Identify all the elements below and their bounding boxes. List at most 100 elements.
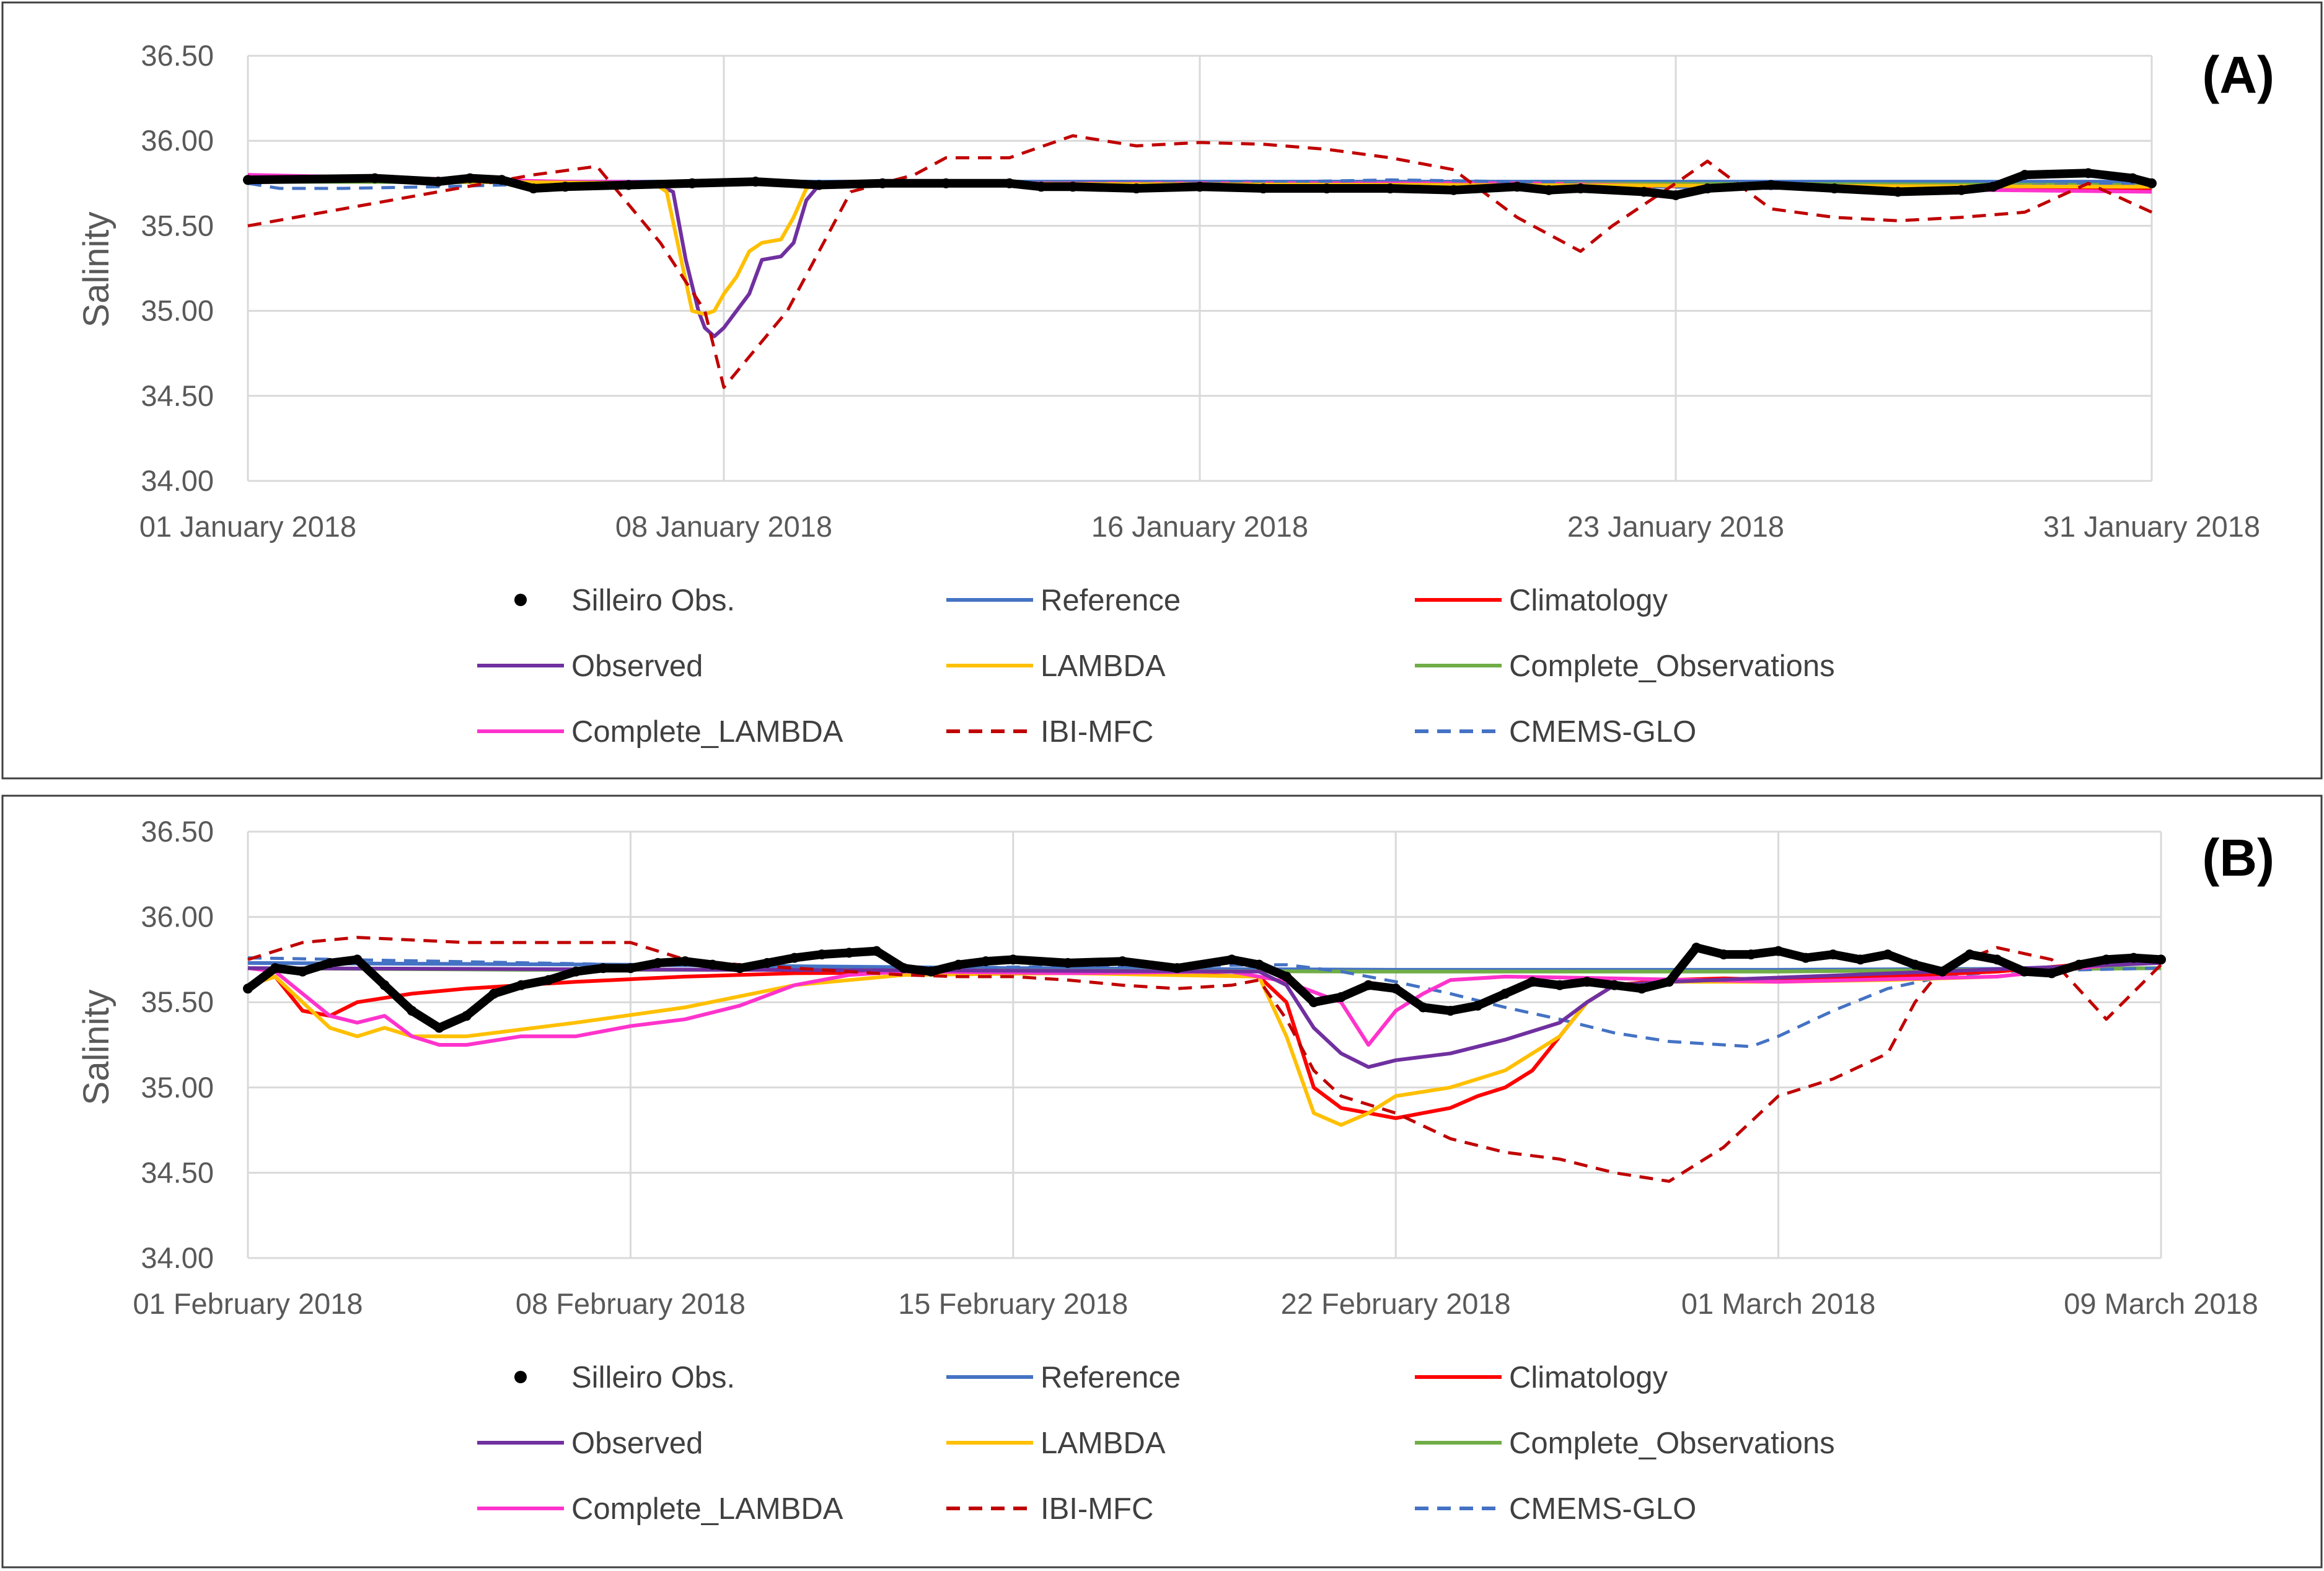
- data-point-silleiro_obs: [817, 949, 827, 960]
- data-point-silleiro_obs: [1063, 957, 1073, 968]
- legend-label-climatology: Climatology: [1509, 1361, 1668, 1394]
- data-point-silleiro_obs: [1639, 187, 1649, 197]
- data-point-silleiro_obs: [1988, 182, 1998, 192]
- data-point-silleiro_obs: [1800, 953, 1811, 963]
- data-point-silleiro_obs: [528, 183, 539, 194]
- data-point-silleiro_obs: [1746, 949, 1756, 960]
- data-point-silleiro_obs: [1448, 185, 1459, 195]
- legend-label-lambda: LAMBDA: [1041, 649, 1166, 683]
- data-point-silleiro_obs: [1500, 988, 1510, 999]
- data-point-silleiro_obs: [2156, 954, 2166, 965]
- data-point-silleiro_obs: [598, 963, 609, 974]
- data-point-silleiro_obs: [297, 966, 308, 977]
- legend-item-observed: Observed: [477, 1427, 703, 1460]
- x-tick-label: 09 March 2018: [2064, 1287, 2258, 1320]
- data-point-silleiro_obs: [2147, 178, 2157, 188]
- data-point-silleiro_obs: [1308, 997, 1319, 1008]
- data-point-silleiro_obs: [2128, 953, 2139, 963]
- legend-label-lambda: LAMBDA: [1041, 1427, 1166, 1460]
- data-point-silleiro_obs: [461, 1011, 472, 1021]
- data-point-silleiro_obs: [1254, 959, 1264, 970]
- data-point-silleiro_obs: [560, 182, 570, 192]
- panel-b-frame: [1, 794, 2323, 1569]
- data-point-silleiro_obs: [1544, 185, 1554, 195]
- y-tick-label: 36.00: [141, 124, 214, 157]
- data-point-silleiro_obs: [1691, 943, 1702, 953]
- data-point-silleiro_obs: [1855, 954, 1865, 965]
- legend-item-complete_observations: Complete_Observations: [1415, 649, 1835, 683]
- x-tick-label: 01 February 2018: [133, 1287, 363, 1320]
- legend-label-reference: Reference: [1041, 1361, 1181, 1394]
- legend-label-cmems_glo: CMEMS-GLO: [1509, 1492, 1696, 1526]
- legend-label-observed: Observed: [571, 1427, 703, 1460]
- data-point-silleiro_obs: [1828, 949, 1838, 960]
- data-point-silleiro_obs: [2101, 954, 2111, 965]
- data-point-silleiro_obs: [1910, 959, 1921, 970]
- data-point-silleiro_obs: [243, 175, 253, 185]
- data-point-silleiro_obs: [844, 948, 855, 958]
- data-point-silleiro_obs: [434, 1023, 444, 1033]
- data-point-silleiro_obs: [1883, 949, 1893, 960]
- data-point-silleiro_obs: [953, 959, 964, 970]
- legend-swatch-silleiro_obs: [514, 1371, 527, 1383]
- data-point-silleiro_obs: [707, 959, 718, 970]
- data-point-silleiro_obs: [680, 956, 690, 967]
- data-point-silleiro_obs: [1195, 182, 1205, 192]
- series-line-lambda: [247, 178, 2152, 317]
- legend-label-ibi_mfc: IBI-MFC: [1041, 715, 1153, 749]
- data-point-silleiro_obs: [1036, 182, 1046, 192]
- y-tick-label: 34.00: [141, 1241, 214, 1274]
- panel-b-y-axis-label: Salinity: [76, 990, 117, 1106]
- x-tick-label: 01 January 2018: [139, 510, 356, 543]
- panel-a-legend: Silleiro Obs. Reference Climatology Observe…: [477, 584, 1835, 749]
- legend-item-silleiro_obs: Silleiro Obs.: [514, 584, 735, 617]
- panel-a: 34.00 34.50 35.00 35.50 36.00 36.50 01 January…: [139, 39, 2260, 543]
- data-point-silleiro_obs: [1472, 1000, 1483, 1011]
- panel-a-frame: [1, 1, 2323, 780]
- legend-item-climatology: Climatology: [1415, 1361, 1668, 1394]
- legend-label-reference: Reference: [1041, 584, 1181, 617]
- data-point-silleiro_obs: [488, 988, 499, 999]
- legend-item-silleiro_obs: Silleiro Obs.: [514, 1361, 735, 1394]
- data-point-silleiro_obs: [625, 963, 636, 974]
- legend-item-ibi_mfc: IBI-MFC: [946, 1492, 1153, 1526]
- data-point-silleiro_obs: [1258, 183, 1269, 194]
- legend-label-silleiro_obs: Silleiro Obs.: [571, 584, 735, 617]
- panel-a-label: (A): [2202, 46, 2274, 104]
- data-point-silleiro_obs: [790, 953, 799, 963]
- data-point-silleiro_obs: [1829, 183, 1839, 194]
- data-point-silleiro_obs: [270, 963, 281, 974]
- data-point-silleiro_obs: [1637, 984, 1647, 994]
- series-line-cmems_glo: [247, 956, 2162, 1049]
- data-point-silleiro_obs: [433, 177, 444, 187]
- legend-item-lambda: LAMBDA: [946, 649, 1166, 683]
- data-point-silleiro_obs: [1117, 956, 1128, 967]
- legend-label-cmems_glo: CMEMS-GLO: [1509, 715, 1696, 749]
- data-point-silleiro_obs: [352, 954, 363, 965]
- y-tick-label: 36.50: [141, 815, 214, 848]
- data-point-silleiro_obs: [1719, 949, 1729, 960]
- data-point-silleiro_obs: [2083, 168, 2093, 178]
- y-tick-label: 36.00: [141, 900, 214, 933]
- data-point-silleiro_obs: [1445, 1005, 1456, 1016]
- data-point-silleiro_obs: [1992, 954, 2002, 965]
- data-point-silleiro_obs: [1893, 187, 1903, 197]
- panel-b-legend: Silleiro Obs. Reference Climatology Observe…: [477, 1361, 1835, 1526]
- data-point-silleiro_obs: [516, 980, 526, 990]
- data-point-silleiro_obs: [1937, 966, 1948, 977]
- data-point-silleiro_obs: [1281, 971, 1292, 982]
- legend-item-cmems_glo: CMEMS-GLO: [1415, 1492, 1696, 1526]
- legend-item-lambda: LAMBDA: [946, 1427, 1166, 1460]
- x-tick-label: 15 February 2018: [898, 1287, 1128, 1320]
- legend-item-complete_lambda: Complete_LAMBDA: [477, 1492, 843, 1526]
- data-point-silleiro_obs: [1554, 980, 1565, 990]
- y-tick-label: 36.50: [141, 39, 214, 72]
- data-point-silleiro_obs: [687, 178, 697, 188]
- data-point-silleiro_obs: [1068, 182, 1078, 192]
- data-point-silleiro_obs: [1004, 178, 1015, 188]
- data-point-silleiro_obs: [2019, 966, 2030, 977]
- legend-label-silleiro_obs: Silleiro Obs.: [571, 1361, 735, 1394]
- data-point-silleiro_obs: [243, 984, 253, 994]
- data-point-silleiro_obs: [1609, 980, 1619, 990]
- x-tick-label: 22 February 2018: [1281, 1287, 1511, 1320]
